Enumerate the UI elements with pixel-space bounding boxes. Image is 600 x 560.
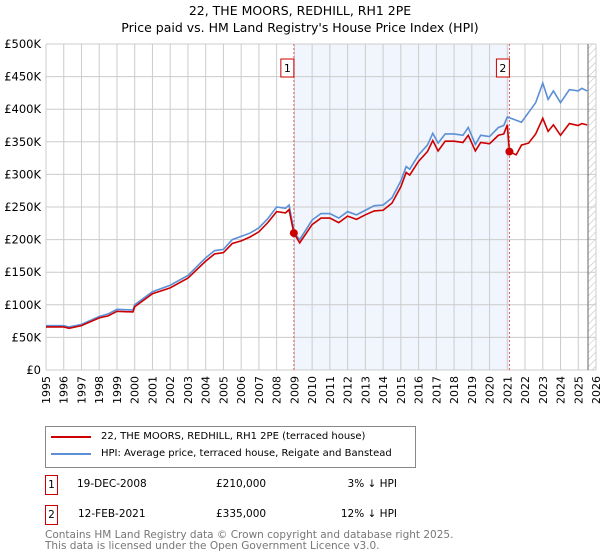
chart-title: 22, THE MOORS, REDHILL, RH1 2PE xyxy=(188,3,412,18)
legend-hpi: HPI: Average price, terraced house, Reig… xyxy=(101,448,392,459)
x-tick-label: 2007 xyxy=(253,376,266,404)
series-line xyxy=(46,80,588,328)
sale-hpi: 3% ↓ HPI xyxy=(347,478,397,490)
chart-subtitle: Price paid vs. HM Land Registry's House … xyxy=(121,20,479,35)
x-tick-label: 2003 xyxy=(182,376,195,404)
sale-point xyxy=(505,147,514,156)
x-tick-label: 2004 xyxy=(200,376,213,404)
x-tick-label: 2016 xyxy=(413,376,426,404)
sale-marker: 1 xyxy=(45,475,58,495)
sale-hpi: 12% ↓ HPI xyxy=(340,508,397,520)
y-tick-label: £150K xyxy=(4,265,41,279)
x-tick-label: 2013 xyxy=(359,376,372,404)
sale-marker-label: 2 xyxy=(499,62,506,75)
x-tick-label: 2021 xyxy=(501,376,514,404)
legend-property: 22, THE MOORS, REDHILL, RH1 2PE (terrace… xyxy=(101,431,366,442)
x-tick-label: 1999 xyxy=(111,376,124,404)
y-tick-label: £500K xyxy=(4,37,41,51)
y-tick-label: £300K xyxy=(4,167,41,181)
x-tick-label: 2009 xyxy=(288,376,301,404)
sale-point xyxy=(289,229,298,238)
x-tick-label: 1995 xyxy=(40,376,53,404)
x-tick-label: 2002 xyxy=(164,376,177,404)
x-tick-label: 2001 xyxy=(146,376,159,404)
x-tick-label: 2012 xyxy=(342,376,355,404)
x-tick-label: 2022 xyxy=(519,376,532,404)
x-tick-label: 1997 xyxy=(75,376,88,404)
y-tick-label: £450K xyxy=(4,70,41,84)
sale-date: 12-FEB-2021 xyxy=(78,508,146,520)
series-line xyxy=(46,116,588,330)
sale-marker-box xyxy=(280,58,295,78)
x-tick-label: 2017 xyxy=(430,376,443,404)
x-tick-label: 2024 xyxy=(555,376,568,404)
sale-marker-label: 1 xyxy=(284,62,291,75)
x-tick-label: 2026 xyxy=(590,376,600,404)
y-tick-label: £350K xyxy=(4,135,41,149)
sale-price: £210,000 xyxy=(216,478,267,490)
footer-line: This data is licensed under the Open Gov… xyxy=(45,540,380,552)
sale-marker-box xyxy=(495,58,510,78)
x-tick-label: 2023 xyxy=(537,376,550,404)
x-tick-label: 2018 xyxy=(448,376,461,404)
legend-red-line xyxy=(51,435,91,438)
x-tick-label: 2010 xyxy=(306,376,319,404)
y-tick-label: £0 xyxy=(26,363,41,377)
x-tick-label: 2014 xyxy=(377,376,390,404)
footer-line: Contains HM Land Registry data © Crown c… xyxy=(45,529,454,541)
x-tick-label: 2000 xyxy=(129,376,142,404)
x-tick-label: 1998 xyxy=(93,376,106,404)
y-tick-label: £50K xyxy=(12,330,42,344)
footer: Contains HM Land Registry data © Crown c… xyxy=(45,530,453,552)
legend: 22, THE MOORS, REDHILL, RH1 2PE (terrace… xyxy=(45,426,416,468)
x-tick-label: 1996 xyxy=(58,376,71,404)
sale-row: 1 19-DEC-2008 £210,000 3% ↓ HPI xyxy=(45,475,445,495)
y-tick-label: £250K xyxy=(4,200,41,214)
legend-blue-line xyxy=(51,452,91,455)
x-tick-label: 2020 xyxy=(484,376,497,404)
x-tick-label: 2019 xyxy=(466,376,479,404)
x-tick-label: 2005 xyxy=(217,376,230,404)
sale-price: £335,000 xyxy=(216,508,267,520)
sale-marker: 2 xyxy=(45,505,58,525)
x-tick-label: 2011 xyxy=(324,376,337,404)
x-tick-label: 2006 xyxy=(235,376,248,404)
y-tick-label: £200K xyxy=(4,233,41,247)
sale-date: 19-DEC-2008 xyxy=(77,478,147,490)
y-tick-label: £400K xyxy=(4,102,41,116)
x-tick-label: 2025 xyxy=(572,376,585,404)
y-tick-label: £100K xyxy=(4,298,41,312)
x-tick-label: 2008 xyxy=(271,376,284,404)
x-tick-label: 2015 xyxy=(395,376,408,404)
price-chart: 1995 1996 1997 1998 1999 2000 2001 2002 2003 2004… xyxy=(4,37,600,404)
sale-row: 2 12-FEB-2021 £335,000 12% ↓ HPI xyxy=(45,505,445,525)
